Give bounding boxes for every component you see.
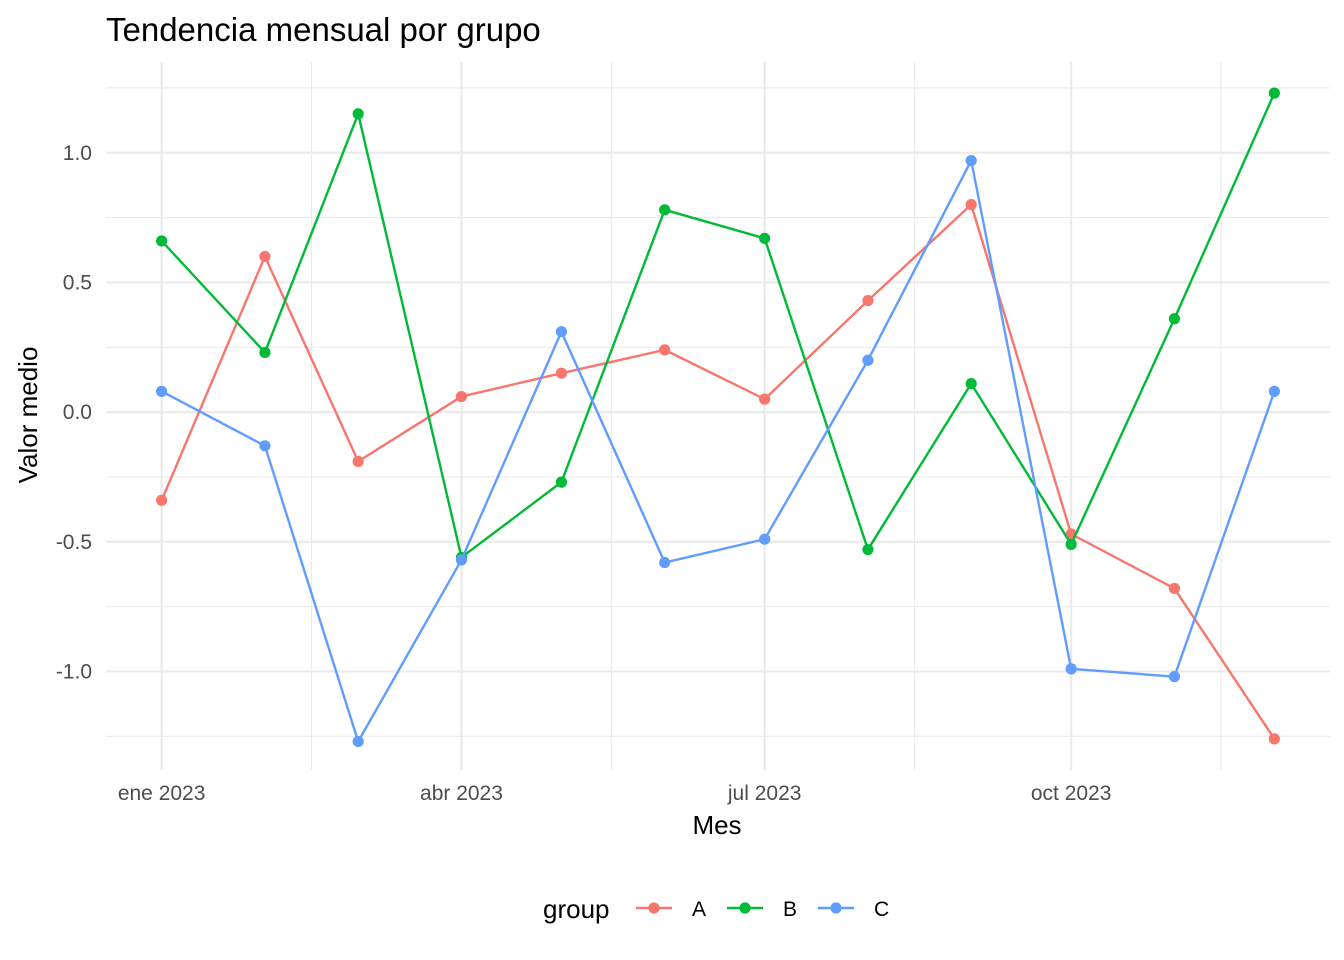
x-tick-label: ene 2023 (118, 782, 206, 805)
legend-key-point (648, 902, 660, 914)
legend-label: A (692, 898, 706, 921)
data-point (156, 235, 168, 247)
legend-key-point (739, 902, 751, 914)
data-point (455, 554, 468, 566)
y-tick-label: 0.0 (63, 401, 92, 424)
data-point (455, 390, 468, 403)
legend-item-a: A (636, 898, 706, 921)
data-point (659, 204, 671, 216)
data-point (156, 494, 168, 506)
data-point (659, 556, 671, 569)
data-point (759, 533, 771, 545)
y-tick-label: -1.0 (56, 660, 92, 683)
data-point (1268, 385, 1280, 397)
data-point (862, 543, 874, 556)
y-tick-label: 1.0 (63, 142, 92, 165)
series-line-c (161, 159, 1276, 743)
y-tick-label: 0.5 (63, 271, 92, 294)
data-point (965, 199, 977, 211)
data-point (759, 232, 771, 244)
grid-lines (106, 62, 1330, 770)
x-tick-label: jul 2023 (727, 782, 802, 805)
x-axis-ticks: ene 2023 abr 2023 jul 2023 oct 2023 (118, 782, 1112, 805)
legend: group A B C (543, 894, 889, 924)
data-point (259, 440, 271, 452)
series-layer (156, 87, 1280, 748)
x-tick-label: oct 2023 (1031, 782, 1112, 805)
legend-label: C (874, 898, 889, 921)
chart-title: Tendencia mensual por grupo (106, 11, 541, 48)
data-point (965, 377, 977, 390)
series-line-b (160, 92, 1276, 559)
series-a (156, 199, 1280, 745)
data-point (965, 154, 977, 167)
data-point (352, 455, 364, 467)
series-line-a (160, 203, 1276, 740)
data-point (659, 344, 671, 356)
legend-item-b: B (727, 898, 797, 921)
y-axis-ticks: -1.0 -0.5 0.0 0.5 1.0 (56, 142, 92, 684)
y-axis-title: Valor medio (13, 347, 43, 484)
data-point (862, 294, 874, 307)
data-point (862, 354, 874, 366)
y-tick-label: -0.5 (56, 531, 92, 554)
x-tick-label: abr 2023 (420, 782, 503, 805)
series-c (156, 154, 1280, 748)
data-point (555, 367, 568, 379)
legend-items: A B C (636, 898, 889, 921)
data-point (352, 108, 364, 120)
data-point (1168, 582, 1181, 595)
data-point (759, 393, 771, 405)
data-point (1168, 671, 1181, 683)
legend-title: group (543, 894, 610, 924)
data-point (555, 476, 568, 488)
data-point (259, 346, 271, 359)
data-point (1065, 663, 1077, 675)
data-point (352, 735, 364, 748)
data-point (156, 385, 168, 397)
series-b (156, 87, 1280, 563)
data-point (1268, 87, 1280, 99)
legend-label: B (783, 898, 797, 921)
legend-item-c: C (818, 898, 889, 921)
data-point (1268, 733, 1280, 745)
x-axis-title: Mes (692, 810, 741, 840)
data-point (555, 326, 568, 338)
data-point (1065, 538, 1077, 550)
legend-key-point (830, 902, 842, 914)
data-point (1168, 313, 1181, 325)
data-point (259, 250, 271, 263)
